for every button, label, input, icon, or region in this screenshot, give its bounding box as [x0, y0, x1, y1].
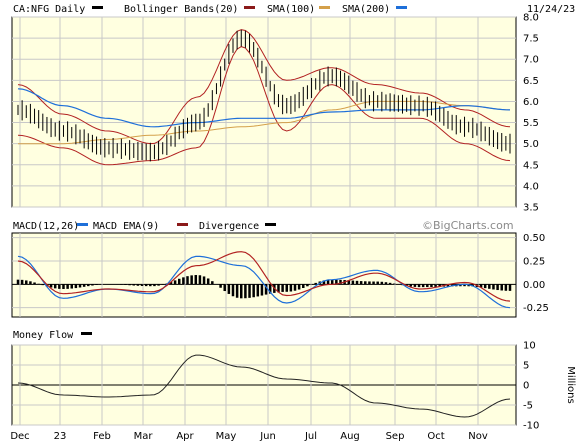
macd-tick-label: 0.50 [523, 233, 545, 244]
moneyflow-swatch [81, 332, 92, 335]
x-tick-label: Apr [176, 431, 194, 442]
bollinger-lower-line [17, 46, 511, 166]
moneyflow-tick-label: -5 [523, 401, 533, 412]
price-tick-label: 7.0 [523, 55, 539, 66]
x-tick-label: Jun [259, 431, 276, 442]
x-axis: Dec 23 Feb Mar Apr May Jun Jul Aug Sep Oct Nov [10, 431, 488, 442]
price-tick-label: 4.5 [523, 160, 539, 171]
moneyflow-line [17, 354, 511, 418]
price-plot-area [11, 16, 517, 208]
moneyflow-title: Money Flow [13, 330, 74, 341]
x-tick-label: Feb [93, 431, 111, 442]
watermark: ©BigCharts.com [422, 219, 514, 232]
sma100-swatch [319, 6, 330, 9]
price-tick-label: 7.5 [523, 34, 539, 45]
sma200-line [17, 88, 511, 128]
price-tick-label: 5.5 [523, 118, 539, 129]
x-tick-label: Nov [468, 431, 488, 442]
moneyflow-grid [12, 344, 516, 426]
moneyflow-tick-label: 5 [523, 361, 529, 372]
divergence-label: Divergence [199, 221, 259, 232]
x-tick-label: Dec [10, 431, 29, 442]
macd-swatch [77, 223, 88, 226]
price-axis: 8.0 7.5 7.0 6.5 6.0 5.5 5.0 4.5 4.0 3.5 [523, 13, 539, 214]
x-tick-label: Jul [304, 431, 317, 442]
chart-date: 11/24/23 [527, 4, 575, 15]
macd-title: MACD(12,26) [13, 221, 79, 232]
macd-ema-label: MACD EMA(9) [93, 221, 159, 232]
moneyflow-tick-label: -10 [523, 421, 539, 432]
x-tick-label: Aug [340, 431, 360, 442]
moneyflow-axis: 10 5 0 -5 -10 [523, 341, 539, 432]
price-tick-label: 3.5 [523, 203, 539, 214]
moneyflow-marks [17, 354, 511, 418]
sma100-line [18, 100, 511, 145]
macd-ema-swatch [177, 223, 188, 226]
x-tick-label: Sep [386, 431, 405, 442]
moneyflow-tick-label: 10 [523, 341, 536, 352]
legend-sma100-label: SMA(100) [267, 4, 315, 15]
macd-axis: 0.50 0.25 0.00 -0.25 [523, 233, 549, 314]
price-legend: CA:NFG Daily Bollinger Bands(20) SMA(100… [13, 4, 575, 15]
price-tick-label: 6.5 [523, 76, 539, 87]
moneyflow-tick-label: 0 [523, 381, 529, 392]
sma200-swatch [396, 6, 407, 9]
price-marks [17, 29, 511, 166]
price-panel: 8.0 7.5 7.0 6.5 6.0 5.5 5.0 4.5 4.0 3.5 [11, 13, 539, 214]
x-tick-label: 23 [54, 431, 67, 442]
price-swatch [92, 6, 103, 9]
x-tick-label: Oct [427, 431, 444, 442]
price-tick-label: 8.0 [523, 13, 539, 24]
macd-ema-line [17, 251, 511, 302]
macd-tick-label: 0.25 [523, 257, 545, 268]
x-tick-label: May [216, 431, 237, 442]
macd-panel: MACD(12,26) MACD EMA(9) Divergence ©BigC… [11, 219, 549, 318]
price-tick-label: 4.0 [523, 181, 539, 192]
macd-plot-area [11, 232, 517, 318]
moneyflow-panel: Money Flow 10 5 0 -5 -10 Millions [11, 330, 576, 432]
x-tick-label: Mar [134, 431, 154, 442]
macd-tick-label: 0.00 [523, 280, 545, 291]
legend-bollinger-label: Bollinger Bands(20) [124, 4, 238, 15]
price-tick-label: 6.0 [523, 97, 539, 108]
symbol-label: CA:NFG Daily [13, 4, 85, 15]
legend-sma200-label: SMA(200) [342, 4, 390, 15]
price-tick-label: 5.0 [523, 139, 539, 150]
price-grid [12, 16, 516, 208]
bollinger-swatch [244, 6, 255, 9]
macd-tick-label: -0.25 [523, 303, 549, 314]
bollinger-upper-line [17, 29, 511, 145]
divergence-swatch [265, 223, 276, 226]
moneyflow-unit: Millions [565, 366, 576, 403]
macd-marks [16, 251, 512, 309]
